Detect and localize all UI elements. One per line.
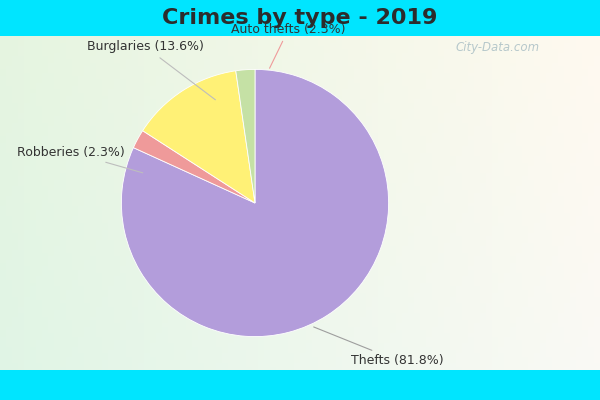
Text: Auto thefts (2.3%): Auto thefts (2.3%) — [231, 23, 346, 68]
Text: Thefts (81.8%): Thefts (81.8%) — [314, 327, 444, 367]
Text: Crimes by type - 2019: Crimes by type - 2019 — [163, 8, 437, 28]
Text: Burglaries (13.6%): Burglaries (13.6%) — [87, 40, 215, 100]
Wedge shape — [143, 71, 255, 203]
Wedge shape — [133, 131, 255, 203]
Text: City-Data.com: City-Data.com — [456, 42, 540, 54]
Wedge shape — [236, 69, 255, 203]
Text: Robberies (2.3%): Robberies (2.3%) — [17, 146, 143, 173]
Wedge shape — [121, 69, 389, 336]
